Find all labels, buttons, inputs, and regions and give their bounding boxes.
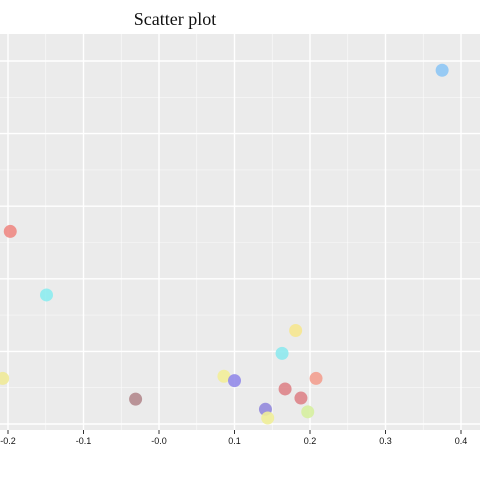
x-tick-label: -0.0	[151, 436, 167, 446]
scatter-point	[435, 63, 449, 77]
scatter-point	[309, 371, 323, 385]
scatter-point	[3, 224, 17, 238]
plot-panel	[0, 34, 480, 430]
x-tick-label: -0.2	[0, 436, 16, 446]
scatter-point	[275, 346, 289, 360]
scatter-point	[289, 324, 303, 338]
scatter-point	[301, 405, 315, 419]
x-tick-label: 0.1	[228, 436, 241, 446]
scatter-point	[129, 392, 143, 406]
x-tick-label: 0.3	[379, 436, 392, 446]
grid-lines	[0, 34, 480, 430]
scatter-point	[278, 382, 292, 396]
data-points	[0, 63, 449, 425]
x-tick-label: 0.2	[304, 436, 317, 446]
scatter-point	[40, 288, 54, 302]
scatter-point	[0, 371, 10, 385]
scatter-point	[261, 411, 275, 425]
x-tick-label: -0.1	[76, 436, 92, 446]
x-axis: -0.2 -0.1 -0.0 0.1 0.2 0.3 0.4	[0, 430, 467, 446]
scatter-point	[217, 369, 231, 383]
scatter-point	[228, 374, 241, 388]
x-tick-label: 0.4	[455, 436, 468, 446]
chart-title: Scatter plot	[134, 9, 216, 29]
scatter-point	[294, 391, 308, 405]
